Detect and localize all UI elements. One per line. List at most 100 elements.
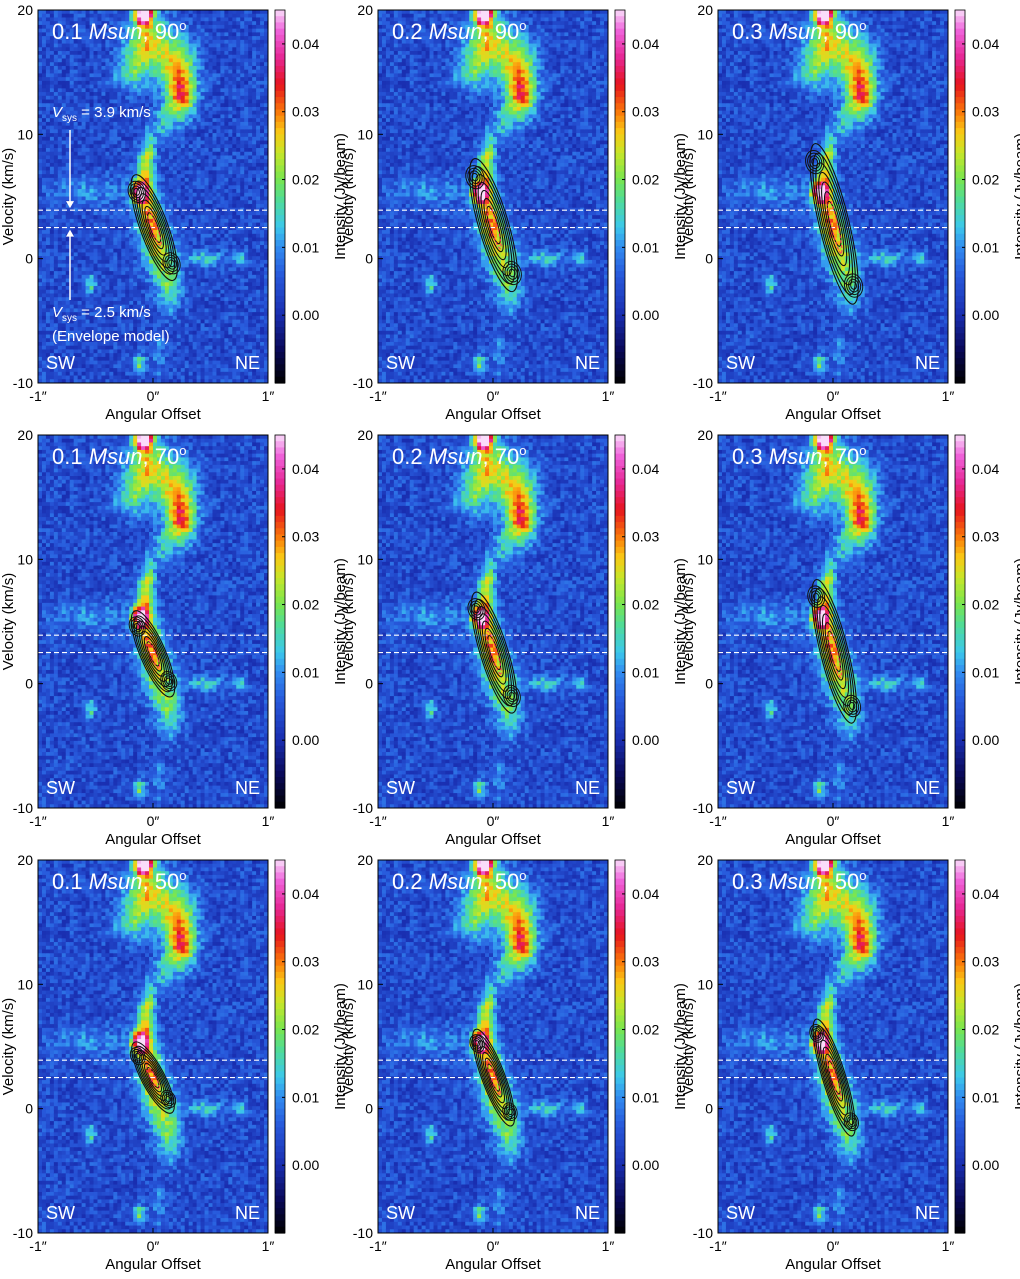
heatmap-cell xyxy=(73,129,79,134)
heatmap-cell xyxy=(180,159,186,164)
heatmap-cell xyxy=(101,62,107,67)
heatmap-cell xyxy=(97,58,103,63)
heatmap-cell xyxy=(164,248,170,254)
heatmap-cell xyxy=(101,230,107,235)
heatmap-cell xyxy=(38,92,43,97)
heatmap-cell xyxy=(224,47,229,52)
heatmap-cell xyxy=(149,177,154,183)
heatmap-cell xyxy=(212,375,218,380)
heatmap-cell xyxy=(212,371,218,377)
heatmap-cell xyxy=(137,17,142,22)
heatmap-cell xyxy=(149,151,154,157)
heatmap-cell xyxy=(200,166,206,171)
heatmap-cell xyxy=(200,136,206,142)
heatmap-cell xyxy=(228,121,233,127)
heatmap-cell xyxy=(200,259,206,265)
heatmap-cell xyxy=(196,375,202,380)
heatmap-cell xyxy=(77,58,83,63)
heatmap-cell xyxy=(196,73,202,78)
heatmap-cell xyxy=(212,312,218,317)
heatmap-cell xyxy=(153,177,158,183)
heatmap-cell xyxy=(69,211,75,216)
heatmap-cell xyxy=(220,282,225,287)
heatmap-cell xyxy=(97,252,103,257)
heatmap-cell xyxy=(105,17,110,22)
heatmap-cell xyxy=(93,177,99,183)
heatmap-cell xyxy=(204,293,210,298)
heatmap-cell xyxy=(180,95,186,101)
heatmap-cell xyxy=(89,368,95,373)
heatmap-cell xyxy=(156,110,162,116)
heatmap-cell xyxy=(228,282,233,287)
heatmap-cell xyxy=(153,200,158,205)
heatmap-cell xyxy=(65,323,71,328)
heatmap-cell xyxy=(204,84,210,89)
heatmap-cell xyxy=(105,13,110,19)
heatmap-cell xyxy=(216,241,222,246)
heatmap-cell xyxy=(153,43,158,48)
heatmap-cell xyxy=(61,69,67,75)
heatmap-cell xyxy=(65,192,71,198)
heatmap-cell xyxy=(137,312,142,317)
heatmap-cell xyxy=(192,58,198,63)
heatmap-cell xyxy=(228,103,233,108)
heatmap-cell xyxy=(101,330,107,336)
heatmap-cell xyxy=(49,233,55,239)
heatmap-cell xyxy=(208,196,214,201)
heatmap-cell xyxy=(137,80,142,86)
heatmap-cell xyxy=(129,103,134,108)
heatmap-cell xyxy=(164,62,170,67)
heatmap-cell xyxy=(57,39,63,45)
heatmap-cell xyxy=(153,323,158,328)
heatmap-cell xyxy=(220,155,225,160)
heatmap-cell xyxy=(145,278,150,283)
heatmap-cell xyxy=(117,349,122,354)
heatmap-cell xyxy=(109,77,114,82)
heatmap-cell xyxy=(85,95,91,101)
heatmap-cell xyxy=(232,315,237,321)
heatmap-cell xyxy=(204,375,210,380)
heatmap-cell xyxy=(57,207,63,213)
heatmap-cell xyxy=(57,24,63,30)
heatmap-cell xyxy=(38,230,43,235)
heatmap-cell xyxy=(153,47,158,52)
heatmap-cell xyxy=(208,215,214,220)
heatmap-cell xyxy=(212,133,218,138)
heatmap-cell xyxy=(45,155,51,160)
heatmap-cell xyxy=(160,121,166,127)
heatmap-cell xyxy=(156,43,162,48)
heatmap-cell xyxy=(137,144,142,149)
heatmap-cell xyxy=(85,92,91,97)
heatmap-cell xyxy=(220,356,225,362)
heatmap-cell xyxy=(141,148,146,153)
heatmap-cell xyxy=(192,174,198,179)
heatmap-cell xyxy=(97,327,103,332)
heatmap-cell xyxy=(176,88,182,93)
heatmap-cell xyxy=(49,39,55,45)
heatmap-cell xyxy=(160,181,166,186)
heatmap-cell xyxy=(117,92,122,97)
heatmap-cell xyxy=(49,177,55,183)
heatmap-cell xyxy=(101,54,107,60)
heatmap-cell xyxy=(149,125,154,130)
heatmap-cell xyxy=(105,28,110,33)
heatmap-cell xyxy=(113,13,118,19)
heatmap-cell xyxy=(109,375,114,380)
heatmap-cell xyxy=(109,177,114,183)
heatmap-cell xyxy=(232,121,237,127)
heatmap-cell xyxy=(89,65,95,71)
heatmap-cell xyxy=(38,144,43,149)
heatmap-cell xyxy=(172,17,178,22)
heatmap-cell xyxy=(38,54,43,60)
heatmap-cell xyxy=(101,39,107,45)
heatmap-cell xyxy=(141,196,146,201)
heatmap-cell xyxy=(156,95,162,101)
heatmap-cell xyxy=(137,289,142,295)
heatmap-cell xyxy=(105,375,110,380)
heatmap-cell xyxy=(93,375,99,380)
heatmap-cell xyxy=(105,368,110,373)
heatmap-cell xyxy=(49,62,55,67)
heatmap-cell xyxy=(180,297,186,302)
heatmap-cell xyxy=(168,162,174,168)
heatmap-cell xyxy=(89,319,95,324)
